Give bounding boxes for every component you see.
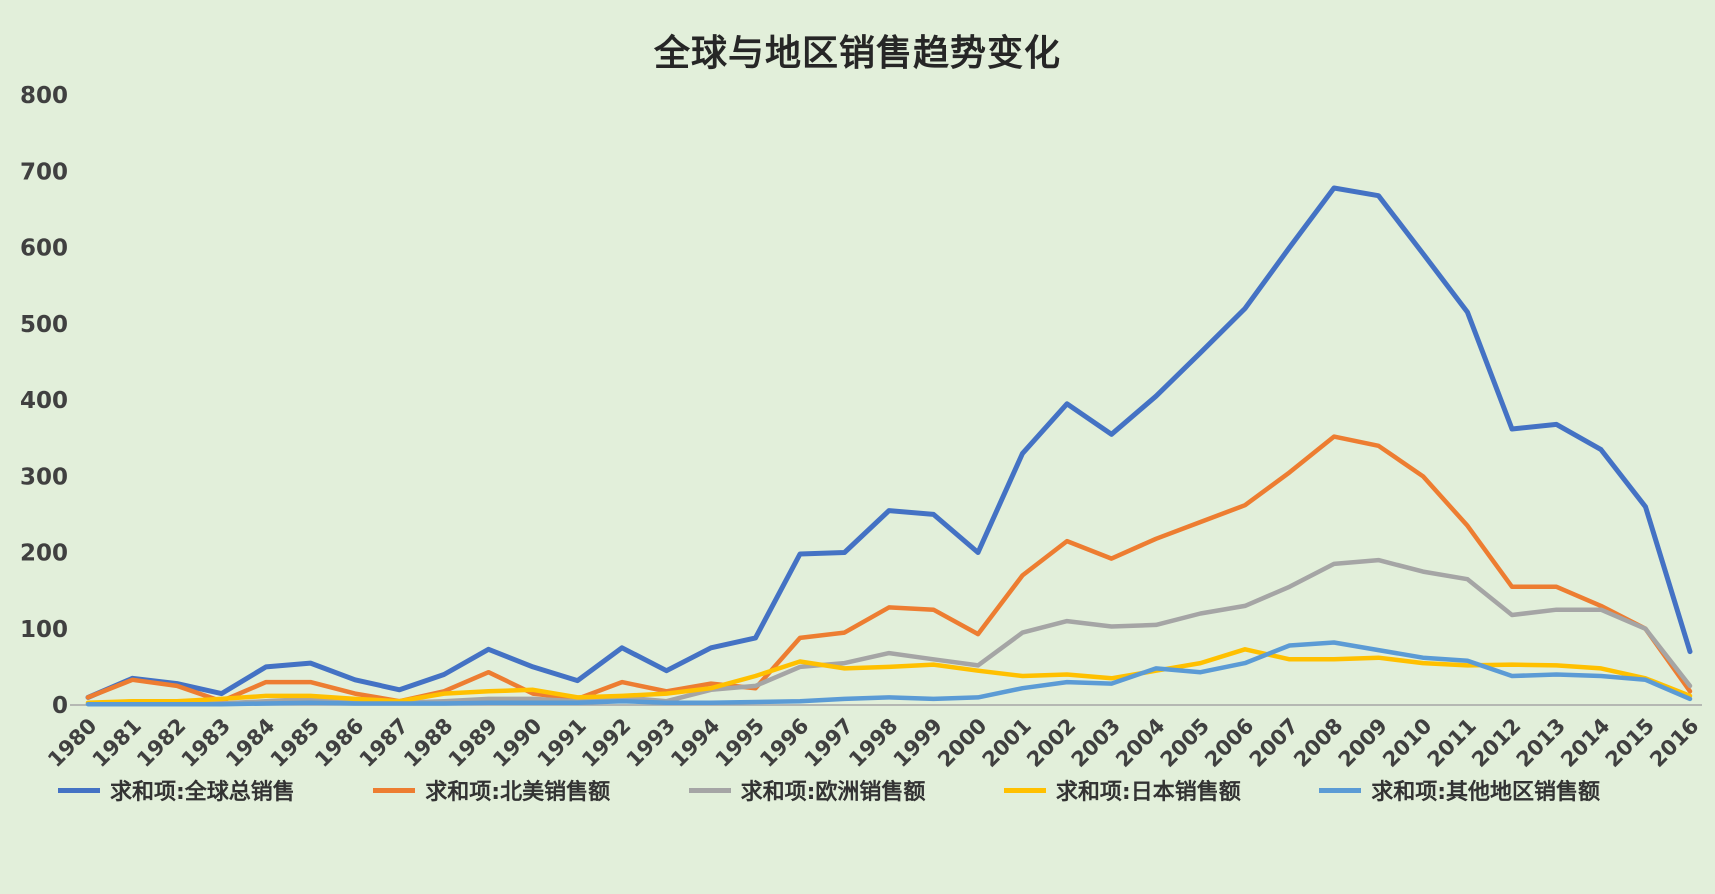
legend-marker (1003, 787, 1046, 793)
x-tick-label: 1996 (755, 714, 813, 772)
series-line-4[interactable] (85, 640, 1693, 707)
x-tick-label: 2013 (1512, 714, 1570, 772)
x-tick-label: 1985 (266, 714, 324, 772)
x-tick-label: 1981 (88, 714, 146, 772)
x-tick-label: 1982 (132, 714, 190, 772)
x-tick-label: 1997 (800, 714, 858, 772)
x-tick-label: 1998 (844, 714, 902, 772)
x-tick-label: 1994 (666, 714, 724, 772)
x-tick-label: 2002 (1022, 714, 1080, 772)
x-tick-label: 1993 (622, 714, 680, 772)
x-tick-label: 2007 (1245, 714, 1303, 772)
series-line-3[interactable] (85, 647, 1693, 705)
legend-label: 求和项:欧洲销售额 (740, 780, 926, 805)
x-tick-label: 1988 (399, 714, 457, 772)
y-tick-label: 700 (20, 159, 68, 185)
x-tick-label: 1990 (488, 714, 546, 772)
series-line-2[interactable] (85, 557, 1693, 706)
y-tick-label: 300 (20, 464, 68, 490)
legend-marker (58, 787, 100, 793)
x-tick-label: 2015 (1601, 714, 1659, 772)
legend-item-1[interactable]: 求和项:北美销售额 (373, 774, 610, 806)
y-tick-label: 100 (20, 617, 68, 643)
x-tick-label: 1995 (711, 714, 769, 772)
x-tick-label: 2011 (1423, 714, 1481, 772)
x-tick-label: 1987 (355, 714, 413, 772)
series-line-0[interactable] (85, 185, 1693, 700)
x-tick-label: 2012 (1467, 714, 1525, 772)
x-tick-label: 1989 (444, 714, 502, 772)
legend-item-3[interactable]: 求和项:日本销售额 (1003, 774, 1241, 806)
x-tick-label: 1984 (221, 714, 279, 772)
y-tick-label: 600 (20, 236, 68, 262)
x-tick-label: 1992 (577, 714, 635, 772)
legend-label: 求和项:其他地区销售额 (1371, 780, 1600, 805)
x-tick-label: 1991 (533, 714, 591, 772)
legend-item-2[interactable]: 求和项:欧洲销售额 (688, 774, 926, 806)
legend-label: 求和项:北美销售额 (425, 780, 611, 805)
legend-item-4[interactable]: 求和项:其他地区销售额 (1319, 774, 1600, 806)
x-tick-label: 2001 (978, 714, 1036, 772)
y-tick-label: 500 (20, 312, 68, 338)
x-tick-label: 2005 (1156, 714, 1214, 772)
legend-label: 求和项:全球总销售 (110, 780, 295, 805)
legend-label: 求和项:日本销售额 (1055, 780, 1241, 805)
y-tick-label: 0 (52, 693, 68, 719)
legend-item-0[interactable]: 求和项:全球总销售 (58, 774, 295, 806)
x-tick-label: 2014 (1556, 714, 1614, 772)
x-tick-label: 1999 (889, 714, 947, 772)
legend-marker (688, 787, 731, 793)
legend: 求和项:全球总销售 求和项:北美销售额 求和项:欧洲销售额 求和项:日本销售额 求和项:… (58, 770, 1600, 810)
y-tick-label: 400 (20, 388, 68, 414)
x-tick-label: 2010 (1378, 714, 1436, 772)
x-tick-label: 1986 (310, 714, 368, 772)
chart-title: 全球与地区销售趋势变化 (653, 33, 1061, 74)
y-tick-label: 800 (20, 83, 68, 109)
x-tick-label: 1983 (177, 714, 235, 772)
x-tick-label: 2006 (1200, 714, 1258, 772)
series-line-1[interactable] (85, 434, 1693, 704)
x-tick-label: 2004 (1111, 714, 1169, 772)
legend-marker (373, 787, 416, 793)
legend-marker (1319, 787, 1362, 793)
y-tick-label: 200 (20, 541, 68, 567)
x-tick-label: 2009 (1334, 714, 1392, 772)
x-tick-label: 2008 (1289, 714, 1347, 772)
x-tick-label: 2000 (933, 714, 991, 772)
x-tick-label: 2003 (1067, 714, 1125, 772)
x-tick-label: 1980 (43, 714, 101, 772)
x-tick-label: 2016 (1645, 714, 1703, 772)
